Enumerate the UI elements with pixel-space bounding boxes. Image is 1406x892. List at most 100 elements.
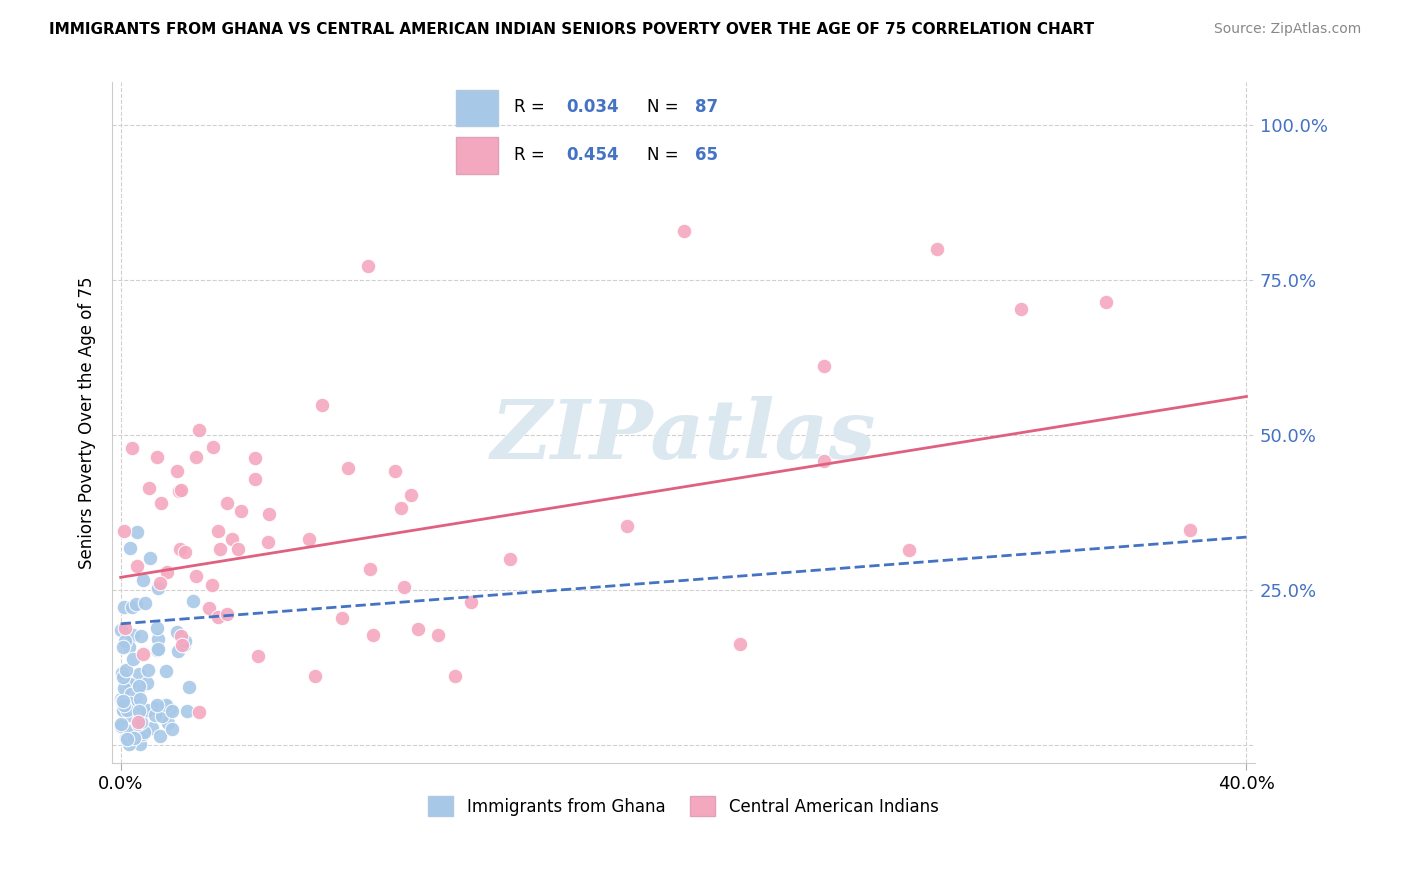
Point xyxy=(120,677,142,691)
Point xyxy=(156,565,179,579)
Point xyxy=(170,638,193,652)
Point xyxy=(125,726,148,740)
Point xyxy=(361,628,384,642)
Point xyxy=(174,634,197,648)
Point xyxy=(389,501,412,516)
Point xyxy=(166,464,188,478)
Point xyxy=(197,600,219,615)
Point xyxy=(111,694,134,708)
Point xyxy=(112,681,135,695)
Point xyxy=(111,694,134,708)
Point xyxy=(460,595,482,609)
Point xyxy=(925,242,948,256)
Point xyxy=(129,714,152,729)
Point xyxy=(146,581,169,595)
Point xyxy=(156,700,179,714)
Point xyxy=(136,663,159,677)
Point xyxy=(128,681,150,695)
Text: N =: N = xyxy=(647,98,683,117)
Point xyxy=(257,507,280,521)
Point xyxy=(357,259,380,273)
Text: 87: 87 xyxy=(695,98,718,117)
Point xyxy=(148,576,170,591)
Point xyxy=(170,629,193,643)
Point xyxy=(401,488,423,502)
Point xyxy=(115,673,138,688)
Point xyxy=(146,632,169,646)
FancyBboxPatch shape xyxy=(456,89,498,127)
Point xyxy=(127,715,149,730)
Point xyxy=(1010,302,1032,317)
Text: R =: R = xyxy=(515,145,550,163)
Point xyxy=(256,535,278,549)
Text: ZIPatlas: ZIPatlas xyxy=(491,396,876,476)
Point xyxy=(120,694,142,708)
Point xyxy=(124,700,146,714)
Point xyxy=(129,629,152,643)
Point xyxy=(150,496,173,510)
Point xyxy=(125,559,148,574)
Point xyxy=(201,440,224,454)
Point xyxy=(120,724,142,739)
Point xyxy=(112,599,135,614)
Point xyxy=(155,664,177,678)
Point xyxy=(112,703,135,717)
Y-axis label: Seniors Poverty Over the Age of 75: Seniors Poverty Over the Age of 75 xyxy=(79,277,96,569)
Point xyxy=(150,709,173,723)
Point xyxy=(217,607,239,622)
Point xyxy=(136,676,159,690)
Point xyxy=(110,692,132,706)
Point xyxy=(127,715,149,730)
Point xyxy=(166,644,188,658)
Point xyxy=(132,574,155,588)
Point xyxy=(138,551,160,566)
Point xyxy=(111,640,134,655)
Point xyxy=(337,460,360,475)
Point xyxy=(384,464,406,478)
Point xyxy=(181,594,204,608)
Point xyxy=(179,680,201,694)
Point xyxy=(298,532,321,546)
Text: IMMIGRANTS FROM GHANA VS CENTRAL AMERICAN INDIAN SENIORS POVERTY OVER THE AGE OF: IMMIGRANTS FROM GHANA VS CENTRAL AMERICA… xyxy=(49,22,1094,37)
Point xyxy=(443,669,465,683)
Point xyxy=(243,472,266,486)
Point xyxy=(118,707,141,722)
Point xyxy=(148,729,170,743)
Point xyxy=(118,738,141,752)
Point xyxy=(122,627,145,641)
Point xyxy=(173,638,195,652)
Point xyxy=(131,727,153,741)
Point xyxy=(115,702,138,716)
Point xyxy=(136,703,159,717)
Point xyxy=(146,641,169,656)
Point xyxy=(160,704,183,718)
Point xyxy=(813,454,835,468)
Point xyxy=(897,543,920,558)
Point xyxy=(359,562,381,576)
Point xyxy=(226,541,249,556)
Point xyxy=(128,679,150,693)
Point xyxy=(499,552,522,566)
Point xyxy=(112,705,135,719)
Point xyxy=(304,669,326,683)
Text: 0.034: 0.034 xyxy=(565,98,619,117)
Point xyxy=(146,643,169,657)
Point xyxy=(114,621,136,635)
Point xyxy=(118,541,141,555)
Point xyxy=(121,599,143,614)
Point xyxy=(176,704,198,718)
Point xyxy=(110,623,132,637)
Point xyxy=(145,450,167,464)
Point xyxy=(229,504,252,518)
Point xyxy=(207,524,229,539)
Point xyxy=(146,698,169,712)
Point xyxy=(129,692,152,706)
Text: 0.454: 0.454 xyxy=(565,145,619,163)
Point xyxy=(188,424,211,438)
Point xyxy=(170,483,193,497)
Point xyxy=(129,738,152,752)
Point xyxy=(160,723,183,737)
Point xyxy=(110,719,132,733)
Point xyxy=(142,700,165,714)
Point xyxy=(813,359,835,374)
